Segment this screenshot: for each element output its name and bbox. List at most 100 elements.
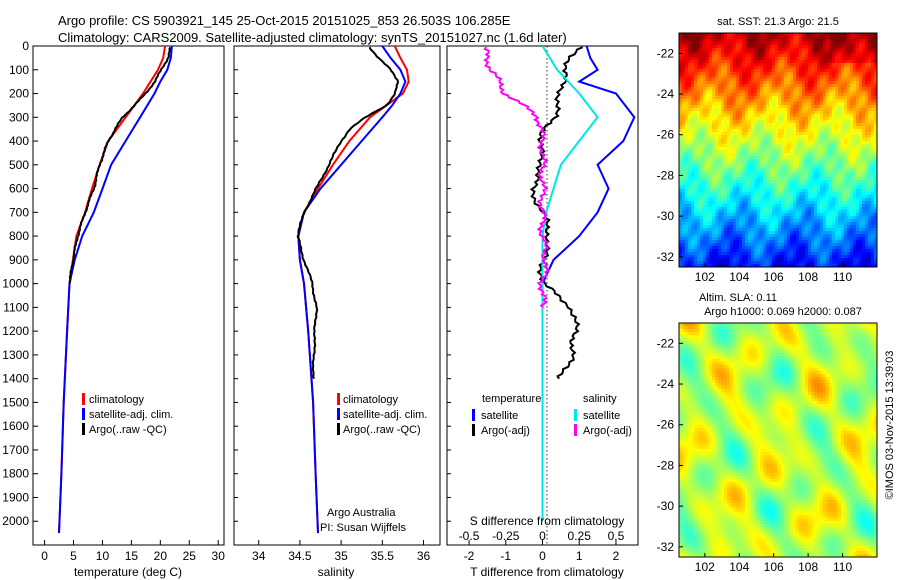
map-cell xyxy=(727,204,731,208)
map-cell xyxy=(772,99,776,103)
map-cell xyxy=(829,186,833,190)
map-cell xyxy=(742,111,746,115)
map-cell xyxy=(832,162,836,166)
map-cell xyxy=(817,246,821,250)
map-cell xyxy=(778,36,782,40)
map-cell xyxy=(775,171,779,175)
map-cell xyxy=(766,111,770,115)
map-cell xyxy=(874,222,878,226)
map-cell xyxy=(781,78,785,82)
map-cell xyxy=(784,138,788,142)
map-cell xyxy=(847,57,851,61)
map-cell xyxy=(751,63,755,67)
map-cell xyxy=(865,99,869,103)
map-cell xyxy=(784,66,788,70)
map-cell xyxy=(802,78,806,82)
map-cell xyxy=(808,168,812,172)
map-cell xyxy=(796,96,800,100)
map-cell xyxy=(736,147,740,151)
map-cell xyxy=(832,213,836,217)
map-cell xyxy=(754,114,758,118)
map-cell xyxy=(700,111,704,115)
map-cell xyxy=(733,111,737,115)
map-cell xyxy=(769,132,773,136)
map-cell xyxy=(748,174,752,178)
map-cell xyxy=(754,237,758,241)
map-cell xyxy=(787,138,791,142)
map-cell xyxy=(871,75,875,79)
map-cell xyxy=(679,57,683,61)
map-cell xyxy=(763,99,767,103)
map-cell xyxy=(712,207,716,211)
map-cell xyxy=(811,42,815,46)
map-cell xyxy=(826,102,830,106)
map-cell xyxy=(865,78,869,82)
map-cell xyxy=(841,69,845,73)
map-cell xyxy=(847,108,851,112)
map-cell xyxy=(865,192,869,196)
map-cell xyxy=(724,96,728,100)
map-cell xyxy=(778,162,782,166)
map-cell xyxy=(748,87,752,91)
map-cell xyxy=(802,51,806,55)
map-cell xyxy=(841,186,845,190)
map-cell xyxy=(757,51,761,55)
map-cell xyxy=(805,180,809,184)
map-cell xyxy=(721,66,725,70)
map-cell xyxy=(697,81,701,85)
map-cell xyxy=(817,228,821,232)
map-cell xyxy=(823,195,827,199)
map-cell xyxy=(778,42,782,46)
map-cell xyxy=(829,213,833,217)
map-cell xyxy=(781,102,785,106)
map-cell xyxy=(706,153,710,157)
map-cell xyxy=(727,114,731,118)
map-cell xyxy=(826,162,830,166)
map-cell xyxy=(787,111,791,115)
map-cell xyxy=(739,63,743,67)
map-cell xyxy=(748,72,752,76)
map-cell xyxy=(856,75,860,79)
map-cell xyxy=(805,156,809,160)
map-cell xyxy=(691,174,695,178)
map-cell xyxy=(868,201,872,205)
map-cell xyxy=(730,75,734,79)
map-cell xyxy=(736,114,740,118)
map-cell xyxy=(712,114,716,118)
map-cell xyxy=(688,228,692,232)
map-cell xyxy=(841,237,845,241)
map-cell xyxy=(829,96,833,100)
map-cell xyxy=(832,180,836,184)
map-cell xyxy=(763,222,767,226)
map-cell xyxy=(769,150,773,154)
map-cell xyxy=(817,144,821,148)
map-cell xyxy=(739,78,743,82)
map-cell xyxy=(682,51,686,55)
map-cell xyxy=(769,216,773,220)
map-cell xyxy=(751,93,755,97)
map-cell xyxy=(691,96,695,100)
map-cell xyxy=(742,45,746,49)
map-cell xyxy=(703,234,707,238)
map-cell xyxy=(751,33,755,37)
map-cell xyxy=(760,132,764,136)
map-cell xyxy=(688,75,692,79)
map-cell xyxy=(838,45,842,49)
map-cell xyxy=(826,180,830,184)
map-cell xyxy=(766,69,770,73)
map-cell xyxy=(760,138,764,142)
map-cell xyxy=(685,216,689,220)
map-cell xyxy=(766,171,770,175)
map-cell xyxy=(694,84,698,88)
map-cell xyxy=(865,204,869,208)
map-cell xyxy=(856,222,860,226)
map-cell xyxy=(772,84,776,88)
map-cell xyxy=(748,99,752,103)
map-cell xyxy=(796,108,800,112)
map-cell xyxy=(733,120,737,124)
map-cell xyxy=(814,93,818,97)
map-cell xyxy=(691,108,695,112)
map-cell xyxy=(748,207,752,211)
map-cell xyxy=(679,183,683,187)
map-cell xyxy=(841,189,845,193)
